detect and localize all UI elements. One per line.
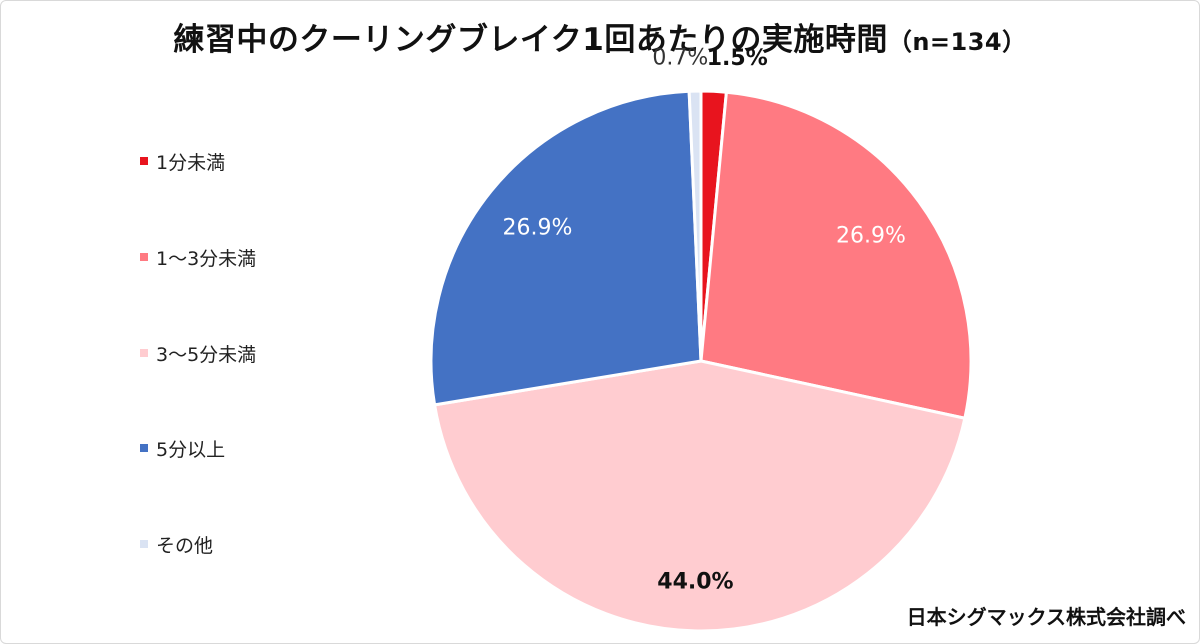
legend-label-0: 1分未満 [156, 151, 226, 174]
legend-label-3: 5分以上 [156, 438, 226, 461]
pie-label-2: 44.0% [657, 569, 733, 594]
pie-label-4: 0.7% [652, 46, 708, 71]
pie-slice-4 [687, 89, 703, 362]
source-note: 日本シグマックス株式会社調べ [906, 605, 1186, 629]
pie-label-0: 1.5% [707, 46, 768, 71]
legend-swatch-2 [140, 349, 148, 357]
chart-subtitle: （n=134） [887, 28, 1027, 56]
legend-item-1: 1～3分未満 [140, 244, 256, 270]
pie-label-1: 26.9% [836, 224, 906, 249]
chart-title-text: 練習中のクーリングブレイク1回あたりの実施時間 [173, 22, 888, 58]
legend-item-4: その他 [140, 531, 213, 557]
legend-swatch-4 [140, 540, 148, 548]
legend-swatch-1 [140, 253, 148, 261]
legend-item-2: 3～5分未満 [140, 340, 256, 366]
legend-label-2: 3～5分未満 [156, 343, 257, 366]
pie-slices [429, 89, 973, 633]
legend-swatch-0 [140, 157, 148, 165]
pie-slice-2 [432, 359, 967, 633]
chart-title: 練習中のクーリングブレイク1回あたりの実施時間（n=134） [0, 14, 1200, 59]
legend-swatch-3 [140, 444, 148, 452]
legend-item-3: 5分以上 [140, 435, 225, 461]
legend-label-4: その他 [156, 534, 214, 557]
pie-label-3: 26.9% [503, 215, 573, 240]
pie-slice-3 [429, 89, 703, 407]
pie-labels: 1.5% 26.9% 44.0% 26.9% 0.7% [503, 46, 906, 595]
legend-label-1: 1～3分未満 [156, 247, 257, 270]
legend-item-0: 1分未満 [140, 148, 225, 174]
pie-slice-1 [699, 90, 973, 421]
